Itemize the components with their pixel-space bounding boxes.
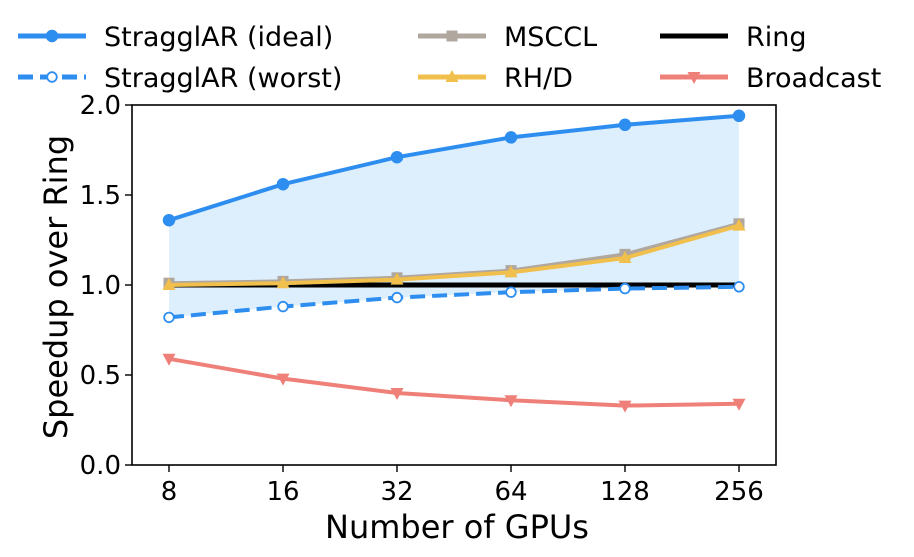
y-tick-label: 0.5 <box>80 361 121 391</box>
series-line-broadcast <box>168 356 740 408</box>
data-point-rh-d <box>732 218 746 231</box>
data-point-stragglar-worst <box>619 282 631 295</box>
series-rh-d <box>162 218 746 290</box>
data-point-rh-d <box>162 278 176 290</box>
data-point-stragglar-worst <box>391 291 403 304</box>
legend-label-msccl: MSCCL <box>504 22 597 53</box>
legend-marker-rh-d <box>445 70 459 82</box>
x-tick-label: 128 <box>600 477 650 507</box>
data-point-broadcast <box>390 388 404 400</box>
shaded-region <box>169 115 739 318</box>
axes: 0.0 0.5 1.0 1.5 2.0 8 16 32 64 128 256 <box>80 91 777 507</box>
data-point-stragglar-ideal <box>618 118 632 132</box>
legend-item-rh-d: RH/D <box>418 63 573 94</box>
data-point-broadcast <box>504 395 518 408</box>
legend-item-stragglar-ideal: StragglAR (ideal) <box>18 22 333 53</box>
legend-marker-stragglar-ideal <box>45 29 59 43</box>
legend: StragglAR (ideal) MSCCL Ring StragglAR (wor… <box>18 22 881 94</box>
x-tick-label: 256 <box>714 477 764 507</box>
series-line-rh-d <box>168 223 740 287</box>
plot-area <box>162 109 746 413</box>
data-point-rh-d <box>618 251 632 263</box>
series-stragglar-worst <box>163 281 745 324</box>
data-point-stragglar-worst <box>505 286 517 298</box>
data-point-rh-d <box>504 265 518 278</box>
data-point-stragglar-worst <box>163 311 175 324</box>
y-tick-label: 2.0 <box>80 91 121 121</box>
legend-item-msccl: MSCCL <box>418 22 597 53</box>
data-point-stragglar-worst <box>733 281 745 293</box>
x-tick-label: 64 <box>494 477 527 507</box>
data-point-stragglar-ideal <box>504 131 518 144</box>
legend-label-stragglar-ideal: StragglAR (ideal) <box>104 22 333 53</box>
data-point-stragglar-ideal <box>390 150 404 164</box>
data-point-stragglar-ideal <box>732 109 746 123</box>
data-point-stragglar-ideal <box>162 213 176 227</box>
legend-marker-broadcast <box>687 72 701 84</box>
x-tick-label: 16 <box>266 477 299 507</box>
legend-item-ring: Ring <box>660 22 807 53</box>
legend-item-stragglar-worst: StragglAR (worst) <box>18 63 342 94</box>
x-axis-label: Number of GPUs <box>325 508 589 546</box>
data-point-rh-d <box>276 276 290 289</box>
legend-label-ring: Ring <box>746 22 807 53</box>
y-tick-label: 1.0 <box>80 271 121 301</box>
legend-label-broadcast: Broadcast <box>746 63 881 94</box>
y-tick-label: 0.0 <box>80 451 121 481</box>
data-point-stragglar-ideal <box>276 177 290 191</box>
data-point-broadcast <box>618 400 632 413</box>
x-tick-label: 32 <box>380 477 413 507</box>
series-stragglar-ideal <box>162 109 746 227</box>
legend-marker-stragglar-worst <box>46 71 58 83</box>
series-line-stragglar-ideal <box>168 113 740 223</box>
y-tick-label: 1.5 <box>80 181 121 211</box>
series-broadcast <box>162 353 746 413</box>
data-point-broadcast <box>732 398 746 411</box>
data-point-broadcast <box>276 373 290 386</box>
series-line-stragglar-worst <box>168 284 740 320</box>
legend-label-rh-d: RH/D <box>504 63 573 94</box>
legend-marker-msccl <box>446 30 458 42</box>
x-tick-label: 8 <box>161 477 178 507</box>
legend-item-broadcast: Broadcast <box>660 63 881 94</box>
data-point-stragglar-worst <box>277 300 289 313</box>
y-axis-label: Speedup over Ring <box>37 135 75 439</box>
legend-label-stragglar-worst: StragglAR (worst) <box>104 63 342 94</box>
data-point-rh-d <box>390 272 404 285</box>
data-point-broadcast <box>162 353 176 366</box>
